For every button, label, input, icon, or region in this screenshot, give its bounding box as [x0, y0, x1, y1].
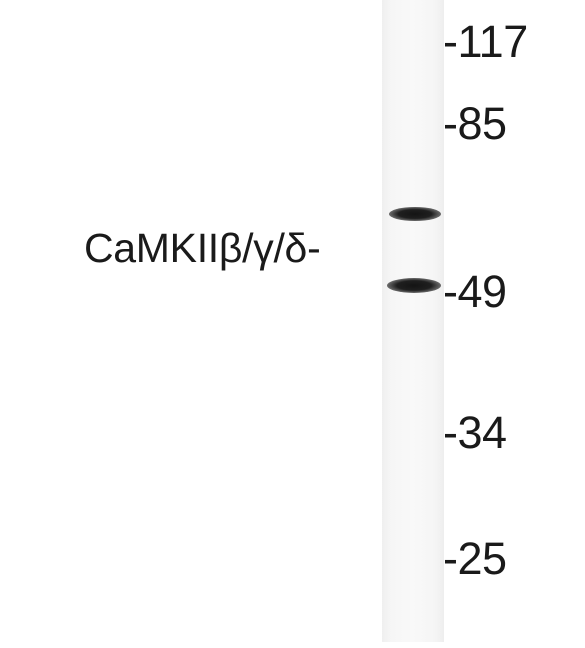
- blot-band-lower: [387, 278, 441, 293]
- marker-25: -25: [443, 533, 507, 584]
- marker-85: -85: [443, 98, 507, 149]
- blot-band-upper: [389, 207, 441, 221]
- marker-117: -117: [443, 16, 528, 67]
- marker-49: -49: [443, 266, 507, 317]
- marker-34: -34: [443, 407, 507, 458]
- blot-lane: [382, 0, 444, 642]
- protein-label: CaMKIIβ/γ/δ-: [84, 225, 321, 271]
